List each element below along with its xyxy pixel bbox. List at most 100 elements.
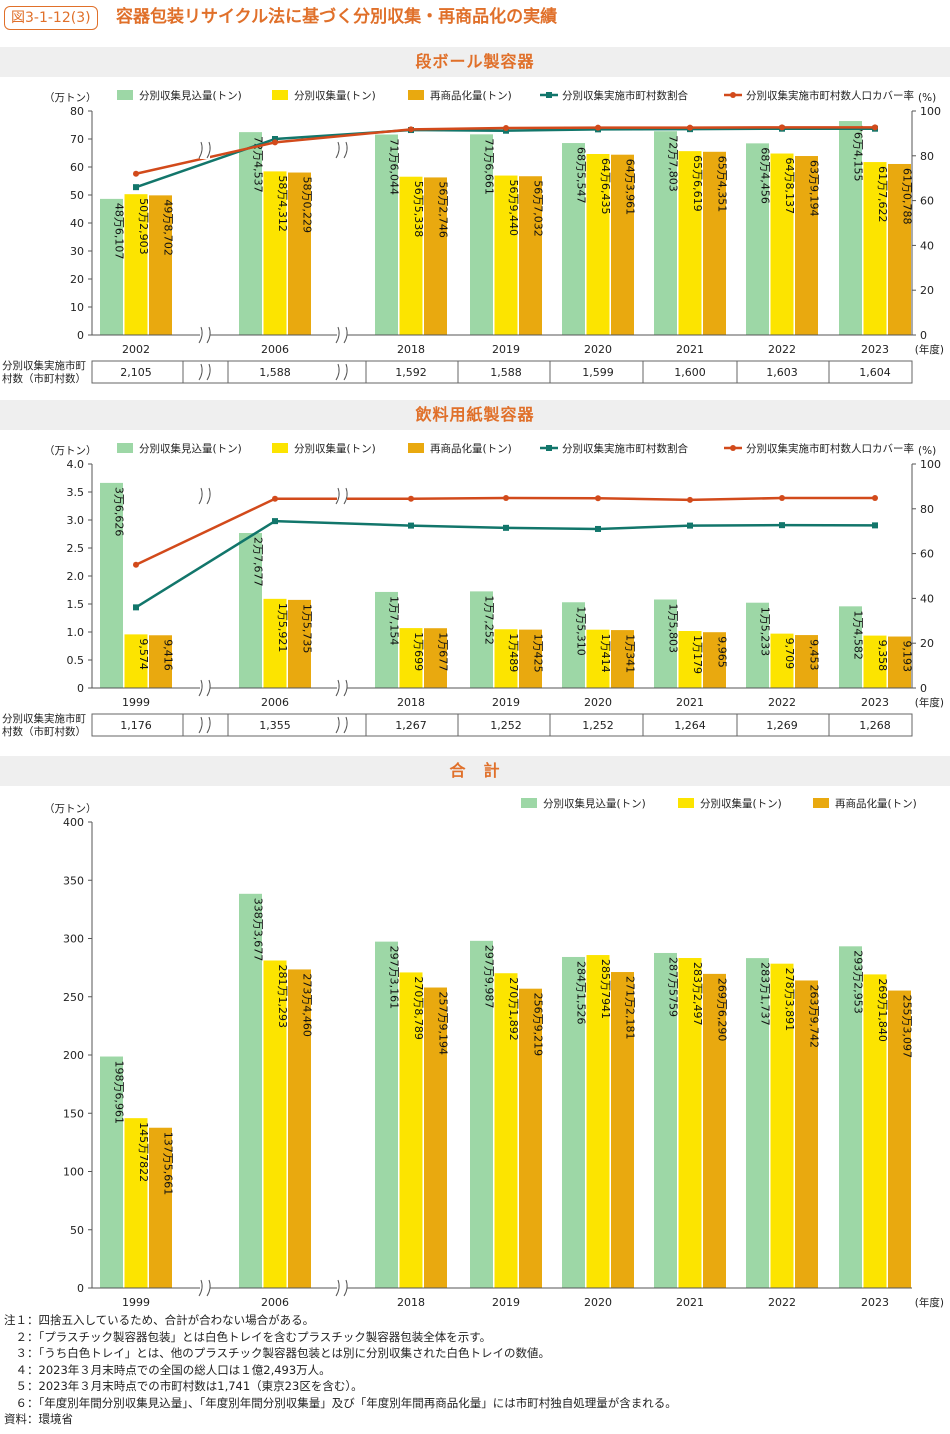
bar-data-label: 68万4,456 — [759, 147, 772, 204]
axis-break-mark — [206, 326, 211, 344]
bar-data-label: 9,193 — [901, 641, 914, 673]
bar-data-label: 76万4,155 — [852, 125, 865, 181]
y2-tick-label: 0 — [920, 682, 927, 695]
bar — [703, 632, 726, 688]
y-tick-label: 10 — [70, 301, 84, 314]
legend-swatch — [521, 798, 537, 808]
bar-data-label: 64万8,137 — [783, 158, 796, 215]
y-tick-label: 1.5 — [67, 598, 85, 611]
bar-data-label: 1万7,252 — [483, 595, 496, 645]
bar — [239, 132, 262, 335]
bar — [470, 591, 493, 688]
axis-break-gap — [337, 326, 347, 344]
bar-data-label: 1万341 — [624, 634, 637, 673]
bar — [839, 946, 862, 1288]
bar — [586, 629, 610, 688]
legend-swatch — [272, 443, 288, 453]
legend-marker — [546, 445, 552, 451]
axis-break-gap — [200, 363, 210, 381]
line-point — [872, 495, 878, 502]
y-tick-label: 80 — [70, 105, 84, 118]
table-frame — [91, 360, 913, 384]
y-tick-label: 100 — [63, 1166, 84, 1179]
bar-data-label: 72万7,803 — [667, 135, 680, 192]
bar — [470, 940, 493, 1288]
line-point — [272, 139, 278, 146]
bar — [888, 163, 911, 335]
axis-break-mark — [343, 363, 348, 381]
bar-data-label: 1万5,310 — [575, 606, 588, 656]
line-point — [133, 561, 139, 568]
axis-break-mark — [335, 716, 340, 734]
y-axis-unit: （万トン） — [44, 803, 97, 815]
axis-break-mark — [206, 1279, 211, 1297]
axis-break-mark — [343, 487, 348, 505]
axis-break-mark — [335, 1279, 340, 1297]
axis-break-mark — [198, 1279, 203, 1297]
table-row-header: 村数（市町村数） — [2, 372, 86, 385]
y2-axis-unit: (%) — [918, 92, 936, 104]
section-band-total: 合 計 — [0, 756, 950, 786]
y-tick-label: 250 — [63, 991, 84, 1004]
bar — [703, 973, 726, 1288]
legend-swatch — [678, 798, 694, 808]
bar — [795, 635, 818, 688]
y-tick-label: 400 — [63, 816, 84, 829]
x-tick-label: 2023 — [861, 1296, 889, 1309]
bar-data-label: 1万179 — [691, 635, 704, 674]
y-axis-unit: （万トン） — [44, 445, 97, 457]
bar-data-label: 1万5,921 — [276, 603, 289, 653]
bar — [124, 194, 148, 335]
bar — [888, 990, 911, 1288]
legend-swatch — [117, 90, 133, 100]
x-tick-label: 2021 — [676, 696, 704, 709]
y2-axis-unit: (%) — [918, 445, 936, 457]
bar-data-label: 1万4,582 — [852, 610, 865, 660]
bar-data-label: 145万7822 — [137, 1122, 150, 1182]
bar — [263, 598, 287, 688]
axis-break-mark — [343, 1279, 348, 1297]
axis-break-mark — [335, 487, 340, 505]
bar — [124, 1118, 148, 1288]
line-point — [133, 170, 139, 177]
axis-break-mark — [343, 679, 348, 697]
legend-marker — [546, 92, 552, 98]
y-axis-unit: （万トン） — [44, 92, 97, 104]
bar — [239, 893, 262, 1288]
bar — [863, 635, 887, 688]
bar-data-label: 338万3,677 — [252, 898, 265, 962]
bar — [678, 630, 702, 688]
bar — [288, 172, 311, 335]
x-tick-label: 2023 — [861, 696, 889, 709]
line-point — [503, 495, 509, 502]
line-point — [779, 522, 785, 529]
bar-data-label: 297万9,987 — [483, 945, 496, 1009]
legend-swatch — [272, 90, 288, 100]
chart-cardboard: 分別収集見込量(トン) 分別収集量(トン) 再商品化量(トン) 分別収集実施市町村数割… — [2, 89, 944, 385]
bar — [562, 956, 585, 1288]
bar-data-label: 256万9,219 — [532, 993, 545, 1057]
y2-tick-label: 80 — [920, 503, 934, 516]
bar — [654, 131, 677, 335]
bar-data-label: 1万414 — [599, 634, 612, 673]
legend-marker — [730, 445, 736, 451]
axis-break-mark — [206, 487, 211, 505]
axis-break-mark — [343, 141, 348, 159]
bar — [149, 195, 172, 335]
y-tick-label: 0 — [77, 329, 84, 342]
bar — [149, 635, 172, 688]
note-line: ２：「プラスチック製容器包装」とは白色トレイを含むプラスチック製容器包装全体を示… — [4, 1329, 492, 1344]
x-tick-label: 2019 — [492, 1296, 520, 1309]
table-cell: 1,588 — [490, 366, 522, 379]
bar — [494, 629, 518, 688]
axis-break-mark — [198, 141, 203, 159]
line-point — [272, 136, 278, 142]
bar-data-label: 293万2,953 — [852, 950, 865, 1014]
table-row-header: 分別収集実施市町 — [2, 712, 86, 725]
bar-data-label: 1万7,154 — [388, 596, 401, 646]
axis-break-mark — [198, 679, 203, 697]
bar-data-label: 1万699 — [412, 632, 425, 671]
note-source: 資料：環境省 — [4, 1412, 73, 1426]
x-tick-label: 1999 — [122, 1296, 150, 1309]
line-point — [595, 525, 601, 532]
